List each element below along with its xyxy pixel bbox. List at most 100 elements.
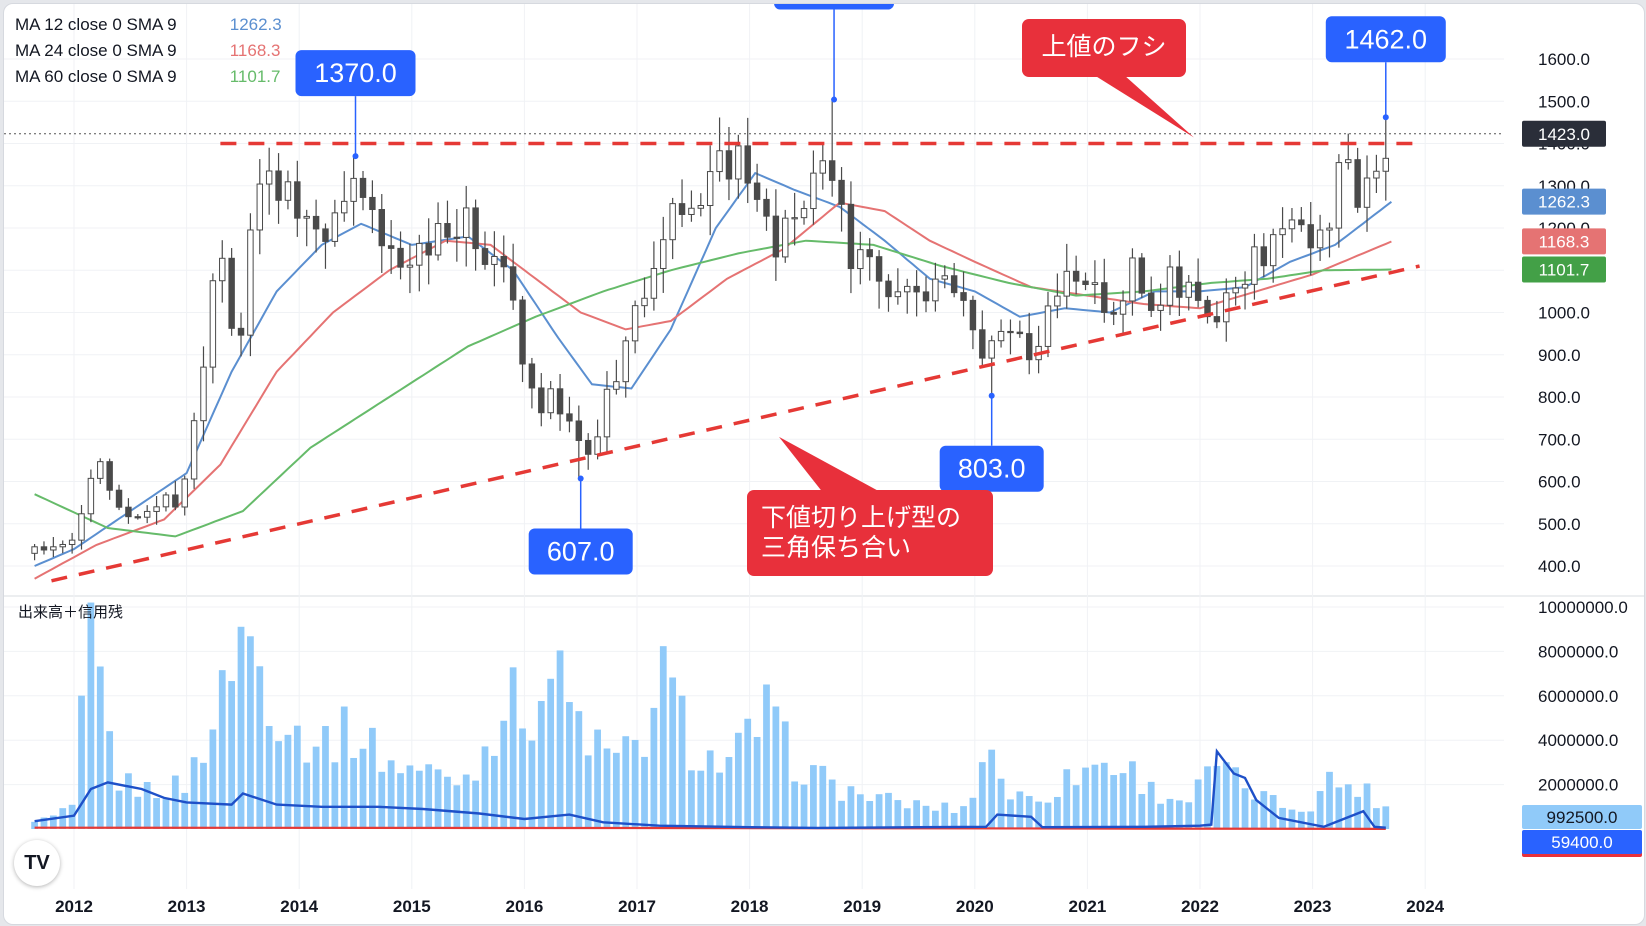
volume-bar xyxy=(650,707,658,829)
tradingview-logo-icon[interactable]: TV xyxy=(14,840,60,886)
volume-bar xyxy=(631,739,639,829)
volume-axis-tick: 6000000.0 xyxy=(1538,687,1618,706)
candle-body xyxy=(753,182,761,200)
volume-bar xyxy=(1260,791,1268,829)
volume-bar xyxy=(500,720,508,829)
price-and-volume-chart[interactable]: 1370.01504.01462.0607.0803.0上値のフシ下値切り上げ型… xyxy=(4,4,1644,924)
candle-body xyxy=(172,494,179,508)
ma-line-ma60 xyxy=(34,239,1392,538)
volume-bar xyxy=(87,602,95,829)
candle-body xyxy=(866,249,873,258)
volume-bar xyxy=(922,805,930,829)
volume-bar xyxy=(988,749,996,829)
volume-bar xyxy=(641,756,648,829)
volume-bar xyxy=(387,760,395,829)
volume-bar xyxy=(885,792,892,829)
candle-body xyxy=(969,299,977,331)
volume-bar xyxy=(1166,798,1174,829)
legend-row-ma24[interactable]: MA 24 close 0 SMA 9 1168.3 xyxy=(15,38,282,64)
volume-bar xyxy=(444,776,451,829)
candle-body xyxy=(763,198,770,217)
volume-bar xyxy=(744,718,752,829)
volume-bar xyxy=(1185,802,1193,829)
volume-bar xyxy=(397,773,404,829)
candle-body xyxy=(200,366,207,422)
volume-bar xyxy=(960,806,967,829)
candle-body xyxy=(697,205,705,209)
volume-bar xyxy=(312,746,320,829)
candle-body xyxy=(744,145,751,184)
note-pointer xyxy=(779,436,884,494)
volume-bar xyxy=(49,815,57,829)
volume-bar xyxy=(134,796,142,829)
candle-body xyxy=(322,228,329,242)
candle-body xyxy=(1373,170,1380,179)
volume-bar xyxy=(519,728,526,829)
volume-bar xyxy=(1363,783,1371,829)
note-text-triangle: 下値切り上げ型の xyxy=(761,504,961,532)
candle-body xyxy=(594,436,601,455)
volume-bar xyxy=(1344,784,1352,829)
volume-bar xyxy=(828,779,836,829)
price-callout-text: 1370.0 xyxy=(314,58,397,88)
volume-bar xyxy=(303,762,311,829)
candle-body xyxy=(1223,292,1230,323)
candle-body xyxy=(228,257,235,329)
volume-bar xyxy=(1110,775,1118,829)
callout-anchor xyxy=(988,392,995,399)
volume-bar xyxy=(1297,811,1305,829)
volume-bar xyxy=(659,646,667,829)
candle-body xyxy=(1298,219,1305,226)
ma-legend: MA 12 close 0 SMA 9 1262.3 MA 24 close 0… xyxy=(15,12,282,90)
volume-bar xyxy=(810,765,817,829)
volume-bar xyxy=(1063,769,1071,829)
candle-body xyxy=(857,249,864,270)
price-callout-text: 803.0 xyxy=(958,454,1026,484)
volume-bar xyxy=(781,721,789,829)
volume-bar xyxy=(950,812,958,829)
time-axis-tick: 2017 xyxy=(618,897,656,916)
candle-body xyxy=(1354,159,1361,208)
volume-bar xyxy=(209,729,217,829)
note-box-resistance xyxy=(1022,19,1186,77)
candle-body xyxy=(1382,157,1390,172)
time-axis-tick: 2019 xyxy=(843,897,881,916)
candle-body xyxy=(1110,311,1117,315)
volume-bar xyxy=(1232,767,1240,829)
legend-row-ma60[interactable]: MA 60 close 0 SMA 9 1101.7 xyxy=(15,64,282,90)
volume-bar xyxy=(406,765,414,829)
candle-body xyxy=(50,546,57,551)
time-axis-tick: 2021 xyxy=(1068,897,1106,916)
candle-body xyxy=(519,299,526,365)
candle-body xyxy=(491,256,498,265)
volume-bar xyxy=(678,695,686,829)
volume-bar xyxy=(772,706,780,829)
time-axis-tick: 2012 xyxy=(55,897,93,916)
candle-body xyxy=(1016,331,1024,335)
candle-body xyxy=(932,278,939,302)
legend-row-ma12[interactable]: MA 12 close 0 SMA 9 1262.3 xyxy=(15,12,282,38)
volume-bar xyxy=(697,770,705,829)
candle-body xyxy=(341,200,348,214)
volume-axis-tick: 8000000.0 xyxy=(1538,642,1618,661)
candle-body xyxy=(106,461,113,491)
volume-bar xyxy=(603,748,611,829)
volume-bar xyxy=(1316,791,1324,829)
volume-bar xyxy=(115,790,123,829)
candle-body xyxy=(1232,287,1239,294)
candle-body xyxy=(1185,281,1192,298)
volume-bar xyxy=(1204,766,1211,829)
volume-bar xyxy=(190,757,198,829)
candle-body xyxy=(641,297,648,307)
callout-anchor xyxy=(577,475,584,482)
candle-body xyxy=(706,171,714,207)
volume-bar xyxy=(725,757,733,829)
candle-body xyxy=(1345,159,1352,164)
chart-frame: 1370.01504.01462.0607.0803.0上値のフシ下値切り上げ型… xyxy=(3,3,1645,925)
candle-body xyxy=(688,207,695,215)
volume-bar xyxy=(78,695,85,829)
candle-body xyxy=(1269,234,1277,267)
candle-body xyxy=(791,217,798,220)
volume-bar xyxy=(856,794,864,829)
candle-body xyxy=(810,172,817,210)
